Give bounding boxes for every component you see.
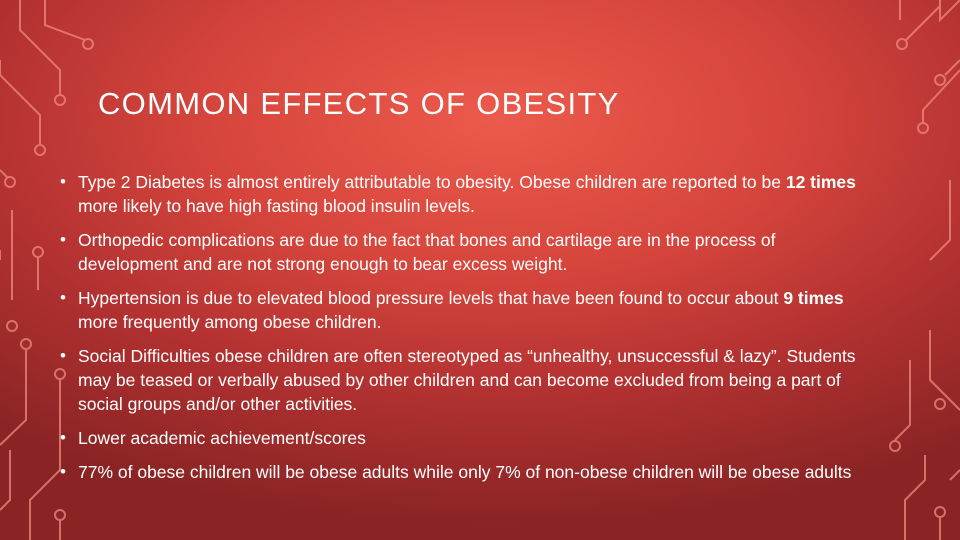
bullet-icon: • [60,346,66,365]
bullet-text: Orthopedic complications are due to the … [78,230,776,274]
bullet-item-diabetes: • Type 2 Diabetes is almost entirely att… [60,170,860,218]
bullet-list: • Type 2 Diabetes is almost entirely att… [60,170,860,484]
bullet-item-orthopedic: • Orthopedic complications are due to th… [60,228,860,276]
bullet-text: Social Difficulties obese children are o… [78,346,856,414]
bullet-item-adults: • 77% of obese children will be obese ad… [60,460,860,484]
bullet-text-pre: Hypertension is due to elevated blood pr… [78,288,784,308]
bullet-icon: • [60,172,66,191]
bullet-text-post: more frequently among obese children. [78,312,382,332]
bullet-text-bold: 12 times [785,172,856,192]
bullet-text-post: more likely to have high fasting blood i… [78,196,475,216]
bullet-item-academic: • Lower academic achievement/scores [60,426,860,450]
right-circuit-lines [889,0,960,540]
bullet-text: Lower academic achievement/scores [78,428,366,448]
bullet-text: 77% of obese children will be obese adul… [78,462,852,482]
bullet-icon: • [60,288,66,307]
bullet-item-social: • Social Difficulties obese children are… [60,344,860,416]
bullet-text-pre: Type 2 Diabetes is almost entirely attri… [78,172,786,192]
bullet-icon: • [60,462,66,481]
bullet-icon: • [60,428,66,447]
slide-title: COMMON EFFECTS OF OBESITY [98,86,620,121]
bullet-icon: • [60,230,66,249]
left-circuit-lines [0,0,94,540]
bullet-text-bold: 9 times [783,288,844,308]
bullet-item-hypertension: • Hypertension is due to elevated blood … [60,286,860,334]
